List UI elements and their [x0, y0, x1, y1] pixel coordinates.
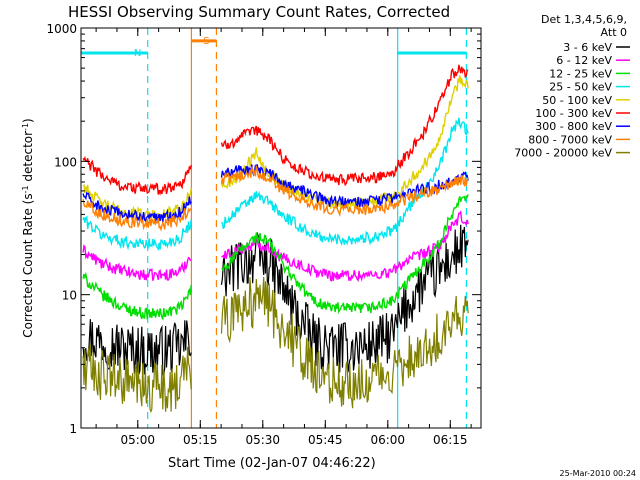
- legend-header-line: Det 1,3,4,5,6,9,: [541, 13, 627, 26]
- legend-entry-label: 50 - 100 keV: [542, 94, 612, 107]
- series-lines: [82, 64, 469, 414]
- flag-bars: NS: [81, 36, 467, 59]
- y-tick-label: 1: [69, 422, 77, 436]
- chart-title: HESSI Observing Summary Count Rates, Cor…: [68, 3, 450, 21]
- legend-entry-label: 25 - 50 keV: [549, 81, 612, 94]
- y-axis-label-part: detector: [21, 131, 35, 186]
- series-line: [82, 64, 469, 196]
- footer-timestamp: 25-Mar-2010 00:24: [560, 469, 637, 478]
- y-axis-label-part: -1: [21, 185, 30, 193]
- flag-label: S: [203, 36, 209, 47]
- x-tick-label: 06:00: [370, 433, 405, 447]
- x-tick-label: 06:15: [433, 433, 468, 447]
- x-tick-label: 05:00: [120, 433, 155, 447]
- legend-entry-label: 800 - 7000 keV: [528, 133, 612, 146]
- legend-entry-label: 6 - 12 keV: [556, 54, 612, 67]
- legend-entry-label: 100 - 300 keV: [535, 107, 612, 120]
- x-axis-label: Start Time (02-Jan-07 04:46:22): [168, 456, 376, 471]
- y-axis-ticks: 1 10 100 1000: [46, 22, 481, 436]
- legend-entry-label: 12 - 25 keV: [549, 67, 612, 80]
- x-axis-ticks: 05:00 05:15 05:30 05:45 06:00 06:15: [95, 28, 472, 447]
- legend-header-line: Att 0: [601, 26, 627, 39]
- legend-entry-label: 7000 - 20000 keV: [514, 147, 612, 160]
- y-tick-label: 100: [54, 155, 77, 169]
- series-line: [82, 209, 469, 283]
- legend-entry-label: 3 - 6 keV: [563, 41, 612, 54]
- y-axis-label-part: Corrected Count Rate (s: [21, 193, 35, 337]
- series-line: [82, 164, 469, 232]
- x-tick-label: 05:30: [245, 433, 280, 447]
- y-axis-label-part: ): [21, 118, 35, 123]
- y-axis-label: Corrected Count Rate (s-1 detector-1): [21, 118, 35, 337]
- legend-entry-label: 300 - 800 keV: [535, 120, 612, 133]
- series-line: [82, 276, 469, 414]
- flag-label: N: [134, 48, 141, 59]
- x-tick-label: 05:45: [308, 433, 343, 447]
- y-tick-label: 10: [62, 289, 77, 303]
- series-line: [82, 194, 469, 321]
- plot-frame: [80, 27, 482, 429]
- x-tick-label: 05:15: [183, 433, 218, 447]
- y-axis-label-part: -1: [21, 123, 30, 131]
- y-tick-label: 1000: [46, 22, 77, 36]
- series-line: [82, 224, 469, 378]
